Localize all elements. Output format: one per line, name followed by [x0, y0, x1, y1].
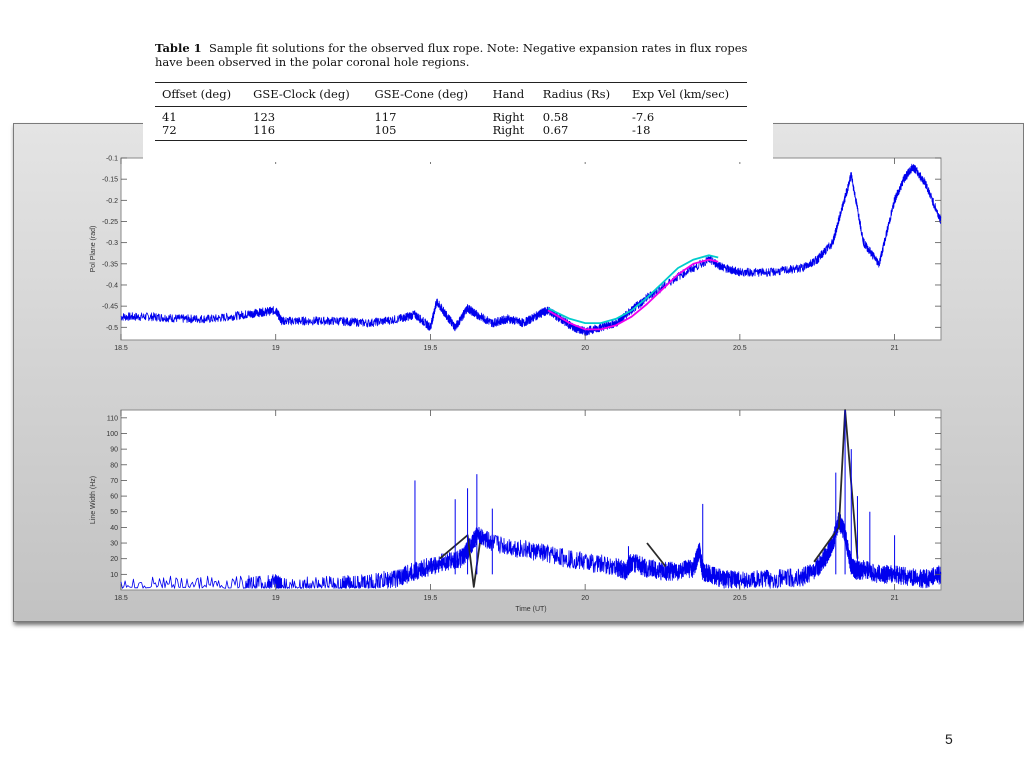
fit-solutions-table: Offset (deg) GSE-Clock (deg) GSE-Cone (d…	[155, 82, 747, 141]
column-header-gse-clock: GSE-Clock (deg)	[246, 82, 368, 107]
x-tick-label: 19	[272, 345, 280, 352]
y-axis-label: Line Width (Hz)	[90, 476, 97, 524]
y-tick-label: -0.15	[102, 177, 118, 184]
y-tick-label: 10	[110, 572, 118, 579]
column-header-radius: Radius (Rs)	[535, 82, 625, 107]
x-axis-label: Time (UT)	[515, 606, 546, 613]
y-tick-label: 40	[110, 525, 118, 532]
y-tick-label: 70	[110, 478, 118, 485]
x-tick-label: 21	[891, 595, 899, 602]
table-cell: -7.6	[631, 110, 655, 124]
series-line-3	[646, 542, 667, 568]
table-caption-label: Table 1	[155, 41, 202, 55]
table-cell: Right	[492, 110, 525, 124]
x-tick-label: 18.5	[114, 595, 128, 602]
table-cell: -18	[624, 124, 747, 141]
x-tick-label: 19.5	[424, 345, 438, 352]
x-tick-label: 19	[272, 595, 280, 602]
column-header-offset: Offset (deg)	[155, 82, 247, 107]
plot-area	[120, 409, 942, 591]
page-number: 5	[945, 731, 953, 747]
y-tick-label: -0.3	[106, 240, 118, 247]
x-tick-label: 21	[891, 345, 899, 352]
chart-2: 18.5 19 19.5 20 20.5 21 10 20 30 40 50 60 70 80 90 100 1…	[90, 409, 942, 613]
chart-1: 18.5 19 19.5 20 20.5 21 -0.1 -0.15 -0.2 -0.25 -0.3…	[90, 156, 942, 352]
y-tick-label: -0.4	[106, 282, 118, 289]
table-row: 41 123 117 Right 0.58 -7.6	[155, 107, 747, 125]
table-cell: 105	[367, 124, 486, 141]
y-axis-label: Pol Plane (rad)	[90, 226, 97, 273]
y-tick-label: -0.2	[106, 198, 118, 205]
series-line-3	[547, 254, 719, 325]
y-tick-label: 90	[110, 447, 118, 454]
y-tick-label: -0.1	[106, 156, 118, 163]
table-cell: Right	[485, 124, 536, 141]
table-cell: 117	[374, 110, 397, 124]
y-tick-label: 110	[107, 415, 118, 422]
column-header-exp-vel: Exp Vel (km/sec)	[624, 82, 747, 107]
y-tick-label: -0.5	[106, 325, 118, 332]
table-cell: 116	[246, 124, 368, 141]
x-tick-label: 20.5	[733, 345, 747, 352]
column-header-hand: Hand	[485, 82, 536, 107]
x-tick-label: 18.5	[114, 345, 128, 352]
series-line-2	[547, 258, 719, 331]
column-header-gse-cone: GSE-Cone (deg)	[367, 82, 486, 107]
y-tick-label: -0.25	[102, 219, 118, 226]
y-tick-label: 100	[106, 431, 118, 438]
table-cell: 72	[155, 124, 247, 141]
table-row: 72 116 105 Right 0.67 -18	[155, 124, 747, 141]
x-tick-label: 20.5	[733, 595, 747, 602]
plot-panel: 18.5 19 19.5 20 20.5 21 -0.1 -0.15 -0.2 -0.25 -0.3…	[13, 123, 1024, 622]
y-tick-label: 20	[110, 556, 118, 563]
x-tick-label: 20	[581, 345, 589, 352]
y-tick-label: 30	[110, 541, 118, 548]
table-cell: 0.67	[535, 124, 625, 141]
table-cell: 0.58	[542, 110, 569, 124]
y-tick-label: -0.35	[102, 261, 118, 268]
table-cell: 41	[162, 110, 177, 124]
fit-solutions-table-card: Table 1 Sample fit solutions for the obs…	[143, 38, 773, 162]
table-header-row: Offset (deg) GSE-Clock (deg) GSE-Cone (d…	[155, 82, 747, 107]
y-tick-label: 80	[110, 462, 118, 469]
series-line-1	[120, 512, 942, 589]
x-tick-label: 20	[581, 595, 589, 602]
x-tick-label: 19.5	[424, 595, 438, 602]
y-tick-label: -0.45	[102, 304, 118, 311]
table-cell: 123	[253, 110, 276, 124]
y-tick-label: 50	[110, 509, 118, 516]
y-tick-label: 60	[110, 494, 118, 501]
table-caption: Table 1 Sample fit solutions for the obs…	[155, 41, 755, 69]
plots-svg: 18.5 19 19.5 20 20.5 21 -0.1 -0.15 -0.2 -0.25 -0.3…	[90, 156, 942, 613]
plot-area	[120, 157, 942, 341]
table-caption-text: Sample fit solutions for the observed fl…	[155, 41, 748, 69]
